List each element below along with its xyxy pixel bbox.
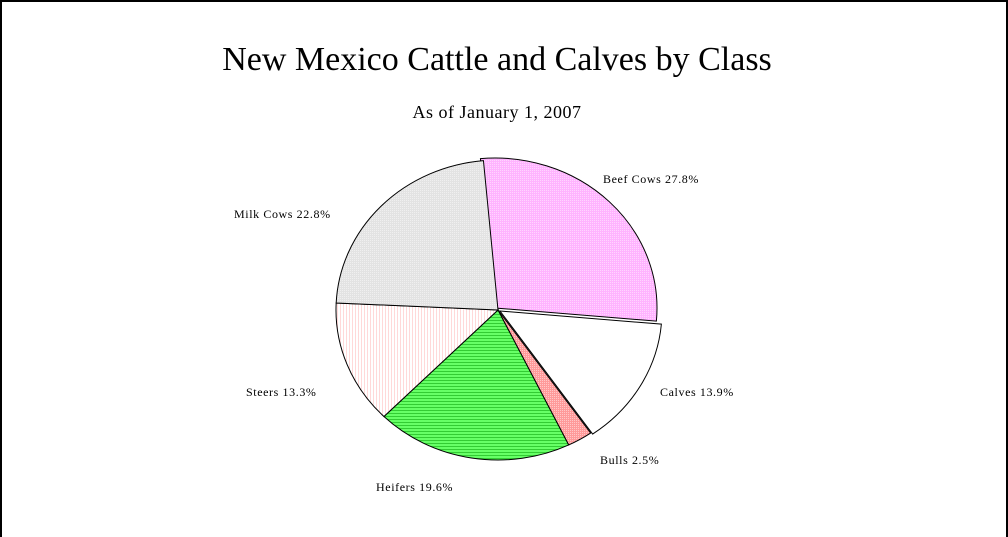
chart-subtitle: As of January 1, 2007 bbox=[413, 102, 582, 122]
pie-slice-beef-cows bbox=[479, 157, 658, 322]
pie-label-steers: Steers 13.3% bbox=[246, 385, 317, 399]
pie-slice-milk-cows bbox=[335, 160, 499, 311]
pie-label-beef-cows: Beef Cows 27.8% bbox=[603, 172, 699, 186]
chart-title: New Mexico Cattle and Calves by Class bbox=[222, 41, 772, 78]
pie-slice-calves bbox=[498, 310, 662, 435]
pie-labels: Beef Cows 27.8% Calves 13.9% Bulls 2.5% Hei… bbox=[234, 172, 734, 494]
pie-label-calves: Calves 13.9% bbox=[660, 385, 734, 399]
pie-slice-steers bbox=[335, 302, 500, 418]
pie-slice-heifers bbox=[383, 309, 570, 461]
pie-label-bulls: Bulls 2.5% bbox=[600, 453, 659, 467]
pie-slices bbox=[335, 157, 662, 461]
pie-label-milk-cows: Milk Cows 22.8% bbox=[234, 207, 331, 221]
pie-label-heifers: Heifers 19.6% bbox=[376, 480, 453, 494]
